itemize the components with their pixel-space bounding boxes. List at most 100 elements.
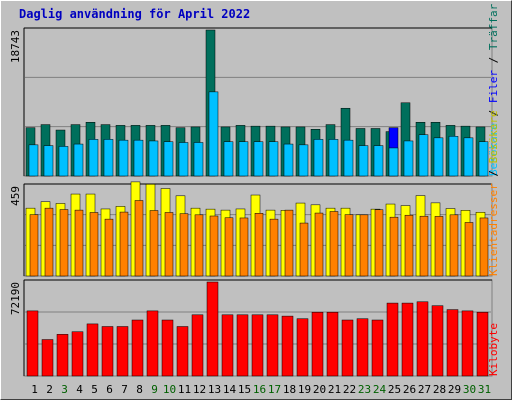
- bar-klientadresser: [284, 209, 294, 277]
- bar-besokare: [373, 145, 384, 177]
- x-tick-label: 19: [298, 383, 311, 396]
- bar-kilobyte: [221, 314, 234, 377]
- bar-klientadresser: [59, 209, 69, 277]
- bar-besokare: [43, 145, 54, 177]
- bar-klientadresser: [104, 218, 114, 277]
- bar-besokare: [358, 145, 369, 177]
- bar-kilobyte: [401, 302, 414, 377]
- x-tick-label: 10: [163, 383, 176, 396]
- bar-klientadresser: [119, 211, 129, 277]
- x-tick-label: 15: [238, 383, 251, 396]
- bar-klientadresser: [374, 209, 384, 277]
- bar-besokare: [88, 139, 99, 177]
- bar-kilobyte: [446, 309, 459, 377]
- bar-besokare: [448, 136, 459, 177]
- x-tick-label: 31: [478, 383, 491, 396]
- bar-besokare: [403, 140, 414, 177]
- bar-kilobyte: [146, 310, 159, 377]
- bar-besokare: [478, 141, 489, 177]
- bar-besokare: [328, 139, 339, 177]
- bar-besokare: [103, 139, 114, 177]
- bar-besokare: [388, 147, 399, 177]
- bar-kilobyte: [371, 319, 384, 377]
- bar-klientadresser: [449, 214, 459, 277]
- bar-besokare: [73, 143, 84, 177]
- legend-middle: Klientadresser / Besökare: [487, 110, 500, 276]
- bar-besokare: [418, 134, 429, 177]
- bar-kilobyte: [386, 302, 399, 377]
- bar-kilobyte: [86, 323, 99, 377]
- legend-bottom: Kilobyte: [487, 323, 500, 376]
- bar-besokare: [133, 139, 144, 177]
- bar-klientadresser: [44, 207, 54, 277]
- x-tick-label: 22: [343, 383, 356, 396]
- y-max-label: 72190: [9, 282, 22, 315]
- x-tick-label: 4: [76, 383, 83, 396]
- bar-kilobyte: [416, 301, 429, 377]
- bar-kilobyte: [431, 305, 444, 377]
- x-tick-label: 11: [178, 383, 191, 396]
- bar-kilobyte: [461, 310, 474, 377]
- bar-klientadresser: [74, 209, 84, 277]
- x-tick-label: 27: [418, 383, 431, 396]
- bar-besokare: [268, 141, 279, 177]
- bar-klientadresser: [404, 214, 414, 277]
- x-tick-label: 5: [91, 383, 98, 396]
- bar-besokare: [178, 142, 189, 177]
- bar-besokare: [463, 137, 474, 177]
- bar-kilobyte: [296, 318, 309, 377]
- bar-kilobyte: [251, 314, 264, 377]
- bar-klientadresser: [224, 217, 234, 277]
- bar-kilobyte: [56, 334, 69, 377]
- x-tick-label: 9: [151, 383, 158, 396]
- bar-besokare: [343, 139, 354, 177]
- bar-besokare: [28, 144, 39, 177]
- bar-kilobyte: [326, 311, 339, 377]
- x-tick-label: 24: [373, 383, 387, 396]
- bar-kilobyte: [191, 314, 204, 377]
- x-tick-label: 8: [136, 383, 143, 396]
- x-tick-label: 30: [463, 383, 476, 396]
- bar-klientadresser: [269, 218, 279, 277]
- bar-klientadresser: [29, 214, 39, 277]
- y-max-label: 459: [9, 186, 22, 206]
- bar-klientadresser: [299, 222, 309, 277]
- bar-kilobyte: [266, 314, 279, 377]
- x-tick-label: 13: [208, 383, 221, 396]
- bar-kilobyte: [161, 319, 174, 377]
- bar-kilobyte: [476, 311, 489, 377]
- bar-besokare: [148, 140, 159, 177]
- bar-besokare: [433, 137, 444, 177]
- x-tick-label: 23: [358, 383, 371, 396]
- bar-klientadresser: [254, 213, 264, 277]
- bar-kilobyte: [116, 326, 129, 377]
- bar-klientadresser: [164, 212, 174, 277]
- bar-kilobyte: [176, 326, 189, 377]
- bar-klientadresser: [314, 212, 324, 277]
- x-tick-label: 26: [403, 383, 416, 396]
- bar-klientadresser: [209, 215, 219, 277]
- bar-besokare: [223, 141, 234, 177]
- x-tick-label: 6: [106, 383, 113, 396]
- x-tick-label: 14: [223, 383, 237, 396]
- bar-klientadresser: [194, 214, 204, 277]
- bar-klientadresser: [149, 210, 159, 277]
- bar-besokare: [313, 139, 324, 177]
- x-tick-label: 3: [61, 383, 68, 396]
- bar-besokare: [193, 142, 204, 177]
- bar-klientadresser: [329, 211, 339, 277]
- bar-kilobyte: [281, 315, 294, 377]
- bar-klientadresser: [419, 215, 429, 277]
- bar-besokare: [163, 141, 174, 177]
- bar-kilobyte: [311, 311, 324, 377]
- bar-besokare: [238, 141, 249, 177]
- bar-klientadresser: [239, 217, 249, 277]
- x-tick-label: 2: [46, 383, 53, 396]
- x-tick-label: 18: [283, 383, 296, 396]
- bar-kilobyte: [26, 310, 39, 377]
- bar-kilobyte: [41, 339, 54, 377]
- bar-besokare: [298, 144, 309, 177]
- bar-klientadresser: [179, 213, 189, 277]
- x-tick-label: 7: [121, 383, 128, 396]
